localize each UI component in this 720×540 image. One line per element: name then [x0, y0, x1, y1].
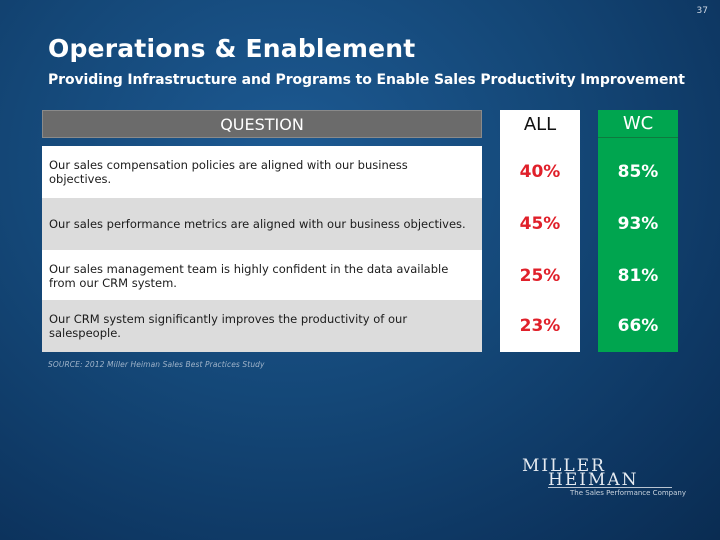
slide-subtitle: Providing Infrastructure and Programs to… — [48, 72, 685, 88]
logo-divider — [548, 487, 672, 488]
all-column-header: ALL — [523, 113, 557, 135]
wc-value: 85% — [617, 162, 659, 182]
question-text: Our CRM system significantly improves th… — [49, 312, 408, 340]
all-value: 40% — [519, 162, 561, 182]
miller-heiman-logo: MILLER HEIMAN The Sales Performance Comp… — [522, 456, 686, 500]
question-row: Our CRM system significantly improves th… — [42, 300, 482, 352]
logo-text-line1: MILLER — [522, 456, 606, 476]
all-column: ALL 40% 45% 25% 23% — [500, 110, 580, 352]
question-text: Our sales performance metrics are aligne… — [49, 217, 466, 231]
question-row: Our sales compensation policies are alig… — [42, 146, 482, 198]
all-value: 23% — [519, 316, 561, 336]
all-value: 45% — [519, 214, 561, 234]
all-value: 25% — [519, 266, 561, 286]
question-text: Our sales management team is highly conf… — [49, 262, 449, 290]
wc-column: WC 85% 93% 81% 66% — [598, 110, 678, 352]
slide-title: Operations & Enablement — [48, 34, 416, 63]
question-row: Our sales performance metrics are aligne… — [42, 198, 482, 250]
wc-column-header: WC — [598, 110, 678, 138]
question-column-header: QUESTION — [42, 110, 482, 138]
page-number: 37 — [696, 6, 708, 16]
wc-value: 66% — [617, 316, 659, 336]
wc-value: 81% — [617, 266, 659, 286]
question-row: Our sales management team is highly conf… — [42, 250, 482, 302]
question-text: Our sales compensation policies are alig… — [49, 158, 408, 186]
wc-value: 93% — [617, 214, 659, 234]
logo-tagline: The Sales Performance Company — [570, 489, 686, 497]
source-note: SOURCE: 2012 Miller Heiman Sales Best Pr… — [48, 360, 265, 369]
logo-text-line2: HEIMAN — [548, 470, 639, 490]
